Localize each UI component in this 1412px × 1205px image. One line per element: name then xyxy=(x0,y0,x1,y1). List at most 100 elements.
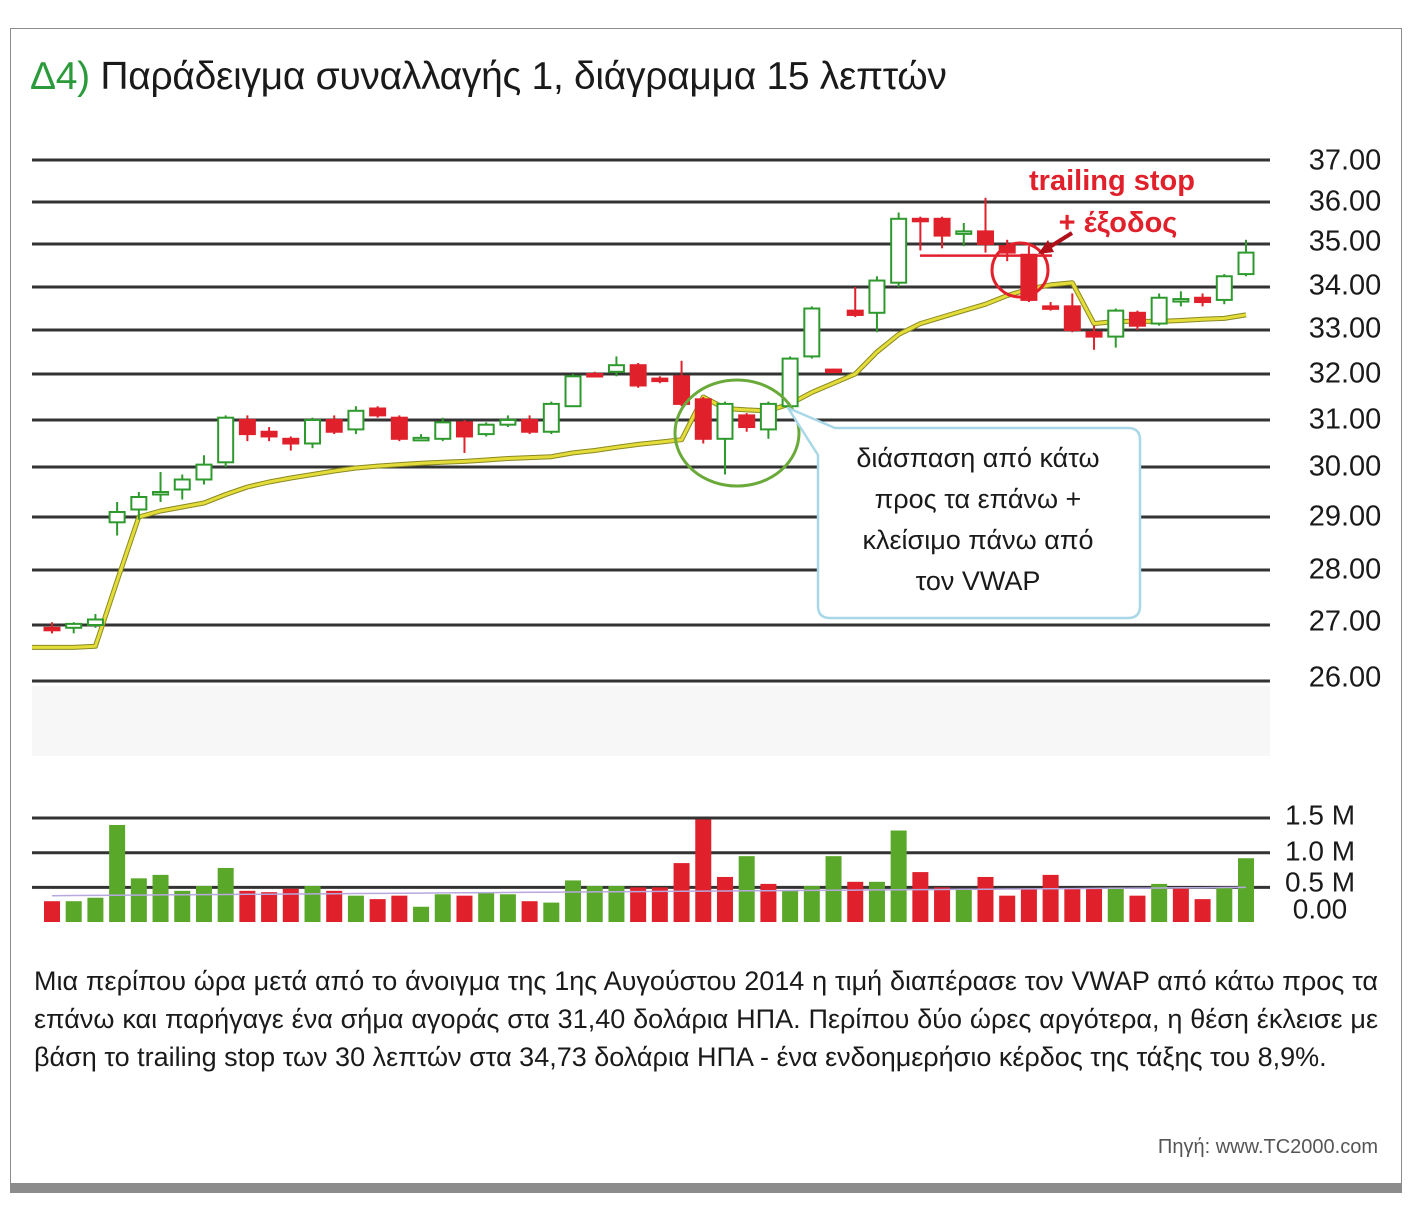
volume-bar xyxy=(152,874,169,922)
volume-bar xyxy=(1151,883,1168,922)
candle-body xyxy=(1063,305,1081,332)
candle-body xyxy=(152,491,170,496)
volume-gridlines xyxy=(32,816,1270,889)
candle-body xyxy=(564,375,582,408)
figure-source: Πηγή: www.TC2000.com xyxy=(1157,1136,1378,1158)
figure-frame xyxy=(10,28,1402,1186)
volume-bar xyxy=(630,887,647,922)
candle-body xyxy=(868,279,886,314)
candle-body xyxy=(282,437,300,445)
candle-body xyxy=(499,419,517,426)
price-tick-label: 29.00 xyxy=(1309,501,1382,533)
volume-bar xyxy=(890,830,907,922)
volume-bar xyxy=(304,885,321,922)
volume-bar xyxy=(326,890,343,922)
volume-bar xyxy=(738,856,755,922)
volume-bar xyxy=(912,872,929,922)
candle-body xyxy=(477,423,495,436)
figure-number: Δ4) xyxy=(30,55,90,98)
candle-body xyxy=(607,364,625,373)
trailing-stop-label: trailing stop xyxy=(1029,165,1195,197)
candle-body xyxy=(412,436,430,442)
volume-tick-label: 1.5 M xyxy=(1285,799,1355,830)
volume-bar xyxy=(1064,888,1081,922)
candle-body xyxy=(130,496,148,511)
volume-bar xyxy=(1086,888,1103,922)
volume-bar xyxy=(695,819,712,922)
volume-bar xyxy=(760,883,777,922)
volume-bar xyxy=(999,895,1016,922)
candle-body xyxy=(1194,296,1212,304)
volume-tick-label: 1.0 M xyxy=(1285,835,1355,866)
volume-bar xyxy=(499,894,516,922)
volume-bar xyxy=(847,881,864,922)
volume-bar xyxy=(977,876,994,922)
price-tick-label: 26.00 xyxy=(1309,662,1382,694)
volume-axis-ticks: 1.5 M 1.0 M0.5 M0.00 xyxy=(1285,799,1355,924)
candle-body xyxy=(173,478,191,491)
candle-body xyxy=(911,217,929,223)
candle-body xyxy=(673,375,691,405)
volume-bar xyxy=(478,892,495,922)
price-tick-label: 34.00 xyxy=(1309,270,1382,302)
price-tick-label: 31.00 xyxy=(1309,404,1382,436)
volume-bar xyxy=(391,895,408,922)
volume-bar xyxy=(413,906,430,922)
candle-body xyxy=(694,398,712,440)
volume-bar xyxy=(1238,858,1254,922)
candle-body xyxy=(65,622,83,629)
volume-average-line xyxy=(51,886,1247,897)
volume-bar xyxy=(1020,888,1037,922)
figure-bottom-bar xyxy=(10,1183,1402,1193)
exit-arrow-shaft xyxy=(1046,231,1074,250)
price-axis-ticks: 37.00 36.00 35.00 34.00 33.00 32.00 31.00 30.00… xyxy=(1309,145,1382,694)
volume-bar xyxy=(1129,895,1146,922)
candle-body xyxy=(217,416,235,464)
callout-text-line: κλείσιμο πάνω από xyxy=(863,525,1094,555)
volume-bar xyxy=(521,901,538,922)
figure-caption: Μια περίπου ώρα μετά από το άνοιγμα της … xyxy=(34,966,1378,1072)
candle-body xyxy=(455,421,473,438)
price-tick-label: 35.00 xyxy=(1309,226,1382,258)
exit-arrow-head xyxy=(1038,240,1054,254)
volume-bar xyxy=(716,876,733,922)
volume-bar xyxy=(1172,888,1189,922)
candle-body xyxy=(86,618,104,626)
price-gridlines xyxy=(32,158,1270,683)
volume-bar xyxy=(44,901,60,922)
candle-body xyxy=(1172,298,1190,303)
candle-body xyxy=(1150,296,1168,325)
volume-bar xyxy=(195,885,212,922)
volume-bar xyxy=(65,901,82,922)
price-tick-label: 32.00 xyxy=(1309,358,1382,390)
volume-bars xyxy=(44,819,1254,922)
volume-bar xyxy=(868,881,885,922)
callout-text-line: προς τα επάνω + xyxy=(875,484,1082,514)
volume-bar xyxy=(1042,874,1059,922)
candle-body xyxy=(1042,305,1060,310)
volume-bar xyxy=(955,888,972,922)
candle-body xyxy=(976,230,994,245)
candle-body xyxy=(1237,251,1255,276)
volume-bar xyxy=(608,885,625,922)
candle-body xyxy=(716,402,734,440)
candle-body xyxy=(434,421,452,440)
price-panel-shade xyxy=(32,686,1270,756)
volume-bar xyxy=(369,899,386,922)
figure-title-text: Παράδειγμα συναλλαγής 1, διάγραμμα 15 λε… xyxy=(100,55,947,98)
volume-bar xyxy=(803,885,820,922)
figure-title: Δ4) Παράδειγμα συναλλαγής 1, διάγραμμα 1… xyxy=(30,55,947,99)
candles xyxy=(43,197,1255,634)
candle-body xyxy=(108,511,126,524)
candle-body xyxy=(651,377,669,383)
price-tick-label: 28.00 xyxy=(1309,554,1382,586)
volume-bar xyxy=(1194,899,1211,922)
volume-bar xyxy=(673,863,690,922)
candle-body xyxy=(347,409,365,431)
volume-bar xyxy=(434,894,451,922)
candle-body xyxy=(260,430,278,438)
volume-bar xyxy=(239,890,256,922)
candle-body xyxy=(1128,311,1146,327)
volume-bar xyxy=(1216,887,1233,922)
volume-bar xyxy=(130,878,147,922)
